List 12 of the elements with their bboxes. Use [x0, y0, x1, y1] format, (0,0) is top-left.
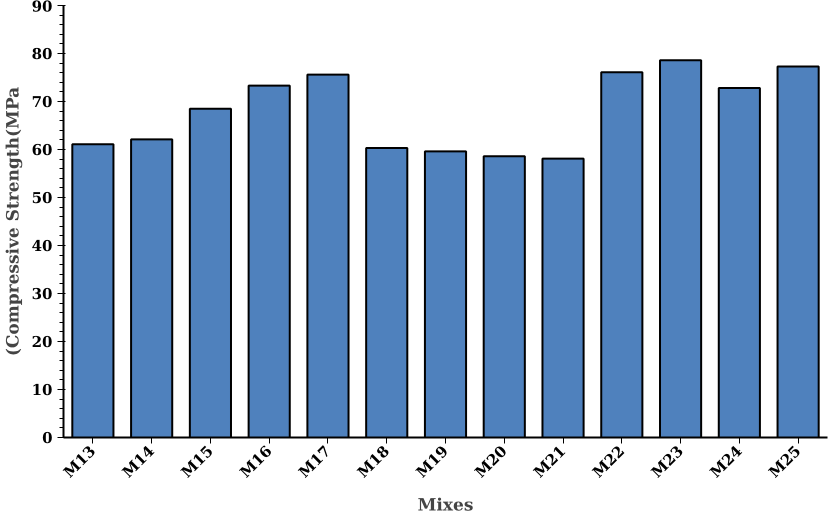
y-tick-label: 80: [32, 45, 52, 63]
y-tick-label: 20: [32, 333, 52, 351]
y-tick-label: 0: [42, 429, 52, 447]
x-axis-title: Mixes: [418, 496, 474, 516]
y-tick-label: 40: [32, 237, 52, 255]
y-tick-label: 10: [32, 381, 52, 399]
y-tick-label: 30: [32, 285, 52, 303]
y-tick-label: 60: [32, 141, 52, 159]
y-tick-label: 70: [32, 93, 52, 111]
y-tick-label: 90: [32, 0, 52, 16]
y-axis-title: (Compressive Strength(MPa: [4, 86, 24, 356]
y-tick-label: 50: [32, 189, 52, 207]
